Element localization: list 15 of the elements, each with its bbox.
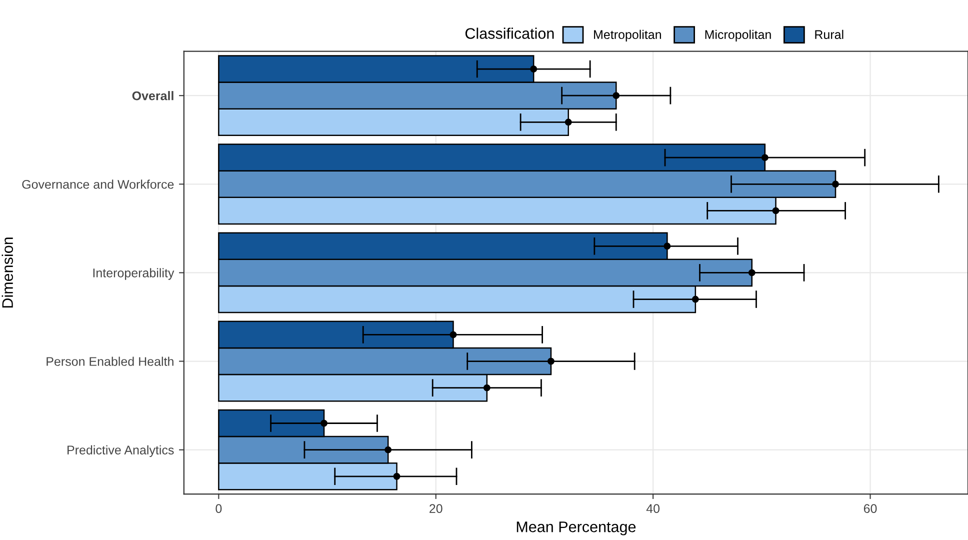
legend-label: Micropolitan <box>705 30 771 42</box>
legend-title: Classification <box>465 28 554 39</box>
x-tick-label: 60 <box>864 504 877 514</box>
x-axis-title: Mean Percentage <box>516 522 636 536</box>
legend-label: Rural <box>815 30 844 40</box>
y-tick-label: Governance and Workforce <box>22 180 174 189</box>
x-tick-label: 20 <box>430 504 442 514</box>
x-tick-label: 40 <box>646 504 660 514</box>
legend-label: Metropolitan <box>594 30 661 42</box>
y-tick-label: Interoperability <box>93 268 174 280</box>
y-tick-label: Predictive Analytics <box>68 445 174 457</box>
x-tick-label: 0 <box>216 504 222 514</box>
y-axis-title: Dimension <box>2 238 13 308</box>
y-tick-label: Overall <box>132 91 174 100</box>
y-tick-label: Person Enabled Health <box>46 356 174 366</box>
